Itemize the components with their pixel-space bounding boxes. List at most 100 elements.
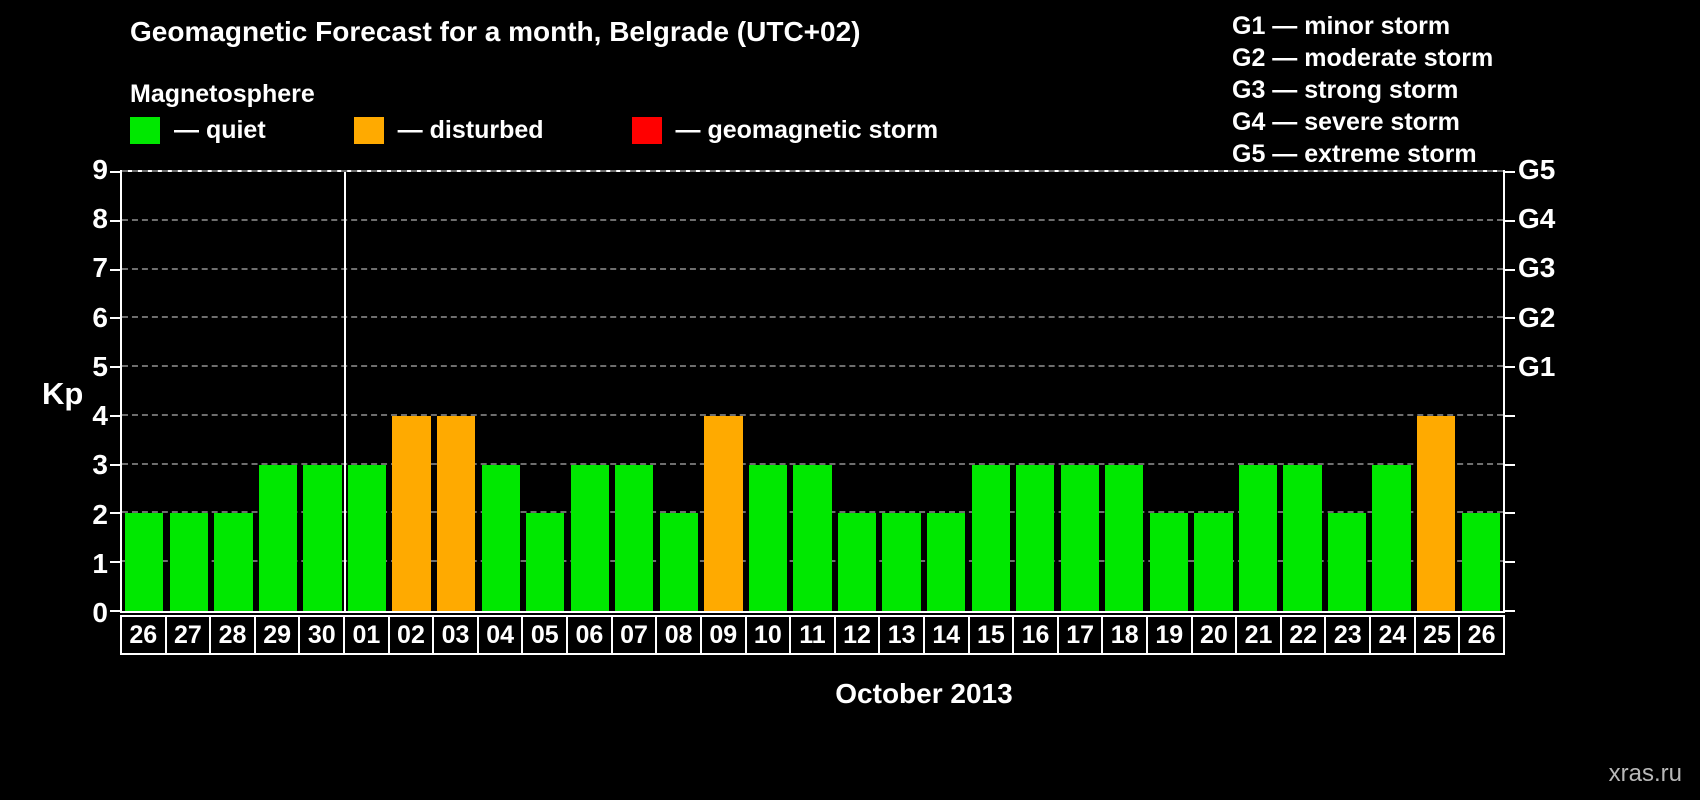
y-tick-label: 5 (92, 350, 108, 382)
day-label-cell: 19 (1146, 615, 1193, 655)
bar-slot-day-05 (523, 172, 568, 611)
axis-tick (110, 366, 120, 369)
legend-item-storm: — geomagnetic storm (631, 116, 938, 145)
gridline-kp-3 (122, 462, 1503, 465)
axis-tick (1505, 366, 1515, 369)
legend-item-disturbed: — disturbed (353, 116, 544, 145)
day-label-cell: 05 (521, 615, 569, 655)
gridline-kp-6 (122, 316, 1503, 319)
axis-tick (110, 317, 120, 320)
kp-bar (1238, 464, 1278, 611)
kp-bar (748, 464, 788, 611)
bar-slot-day-03 (434, 172, 479, 611)
kp-bar (1416, 415, 1456, 611)
day-label-cell: 07 (610, 615, 658, 655)
bar-slot-day-28 (211, 172, 256, 611)
disturbed-label: — disturbed (397, 116, 544, 144)
kp-bar (971, 464, 1010, 611)
day-label-cell: 18 (1101, 615, 1149, 655)
axis-tick (1505, 463, 1515, 466)
axis-tick (1505, 268, 1515, 271)
right-axis-g-labels: G1 G2 G3 G4 G5 (1518, 154, 1578, 613)
plot-area (110, 170, 1515, 613)
bar-slot-day-01 (345, 172, 390, 611)
day-label-cell: 14 (922, 615, 970, 655)
y-tick-label: 9 (92, 154, 108, 185)
kp-bar (481, 464, 520, 611)
kp-bar (659, 513, 698, 611)
day-label-cell: 12 (833, 615, 881, 655)
day-label-cell: 29 (253, 615, 301, 655)
kp-bar (392, 415, 431, 611)
kp-bar (1016, 464, 1055, 611)
g-tick-label: G2 (1518, 301, 1556, 333)
axis-tick (1505, 317, 1515, 320)
axis-tick (110, 171, 120, 173)
bar-slot-day-22 (1280, 172, 1325, 611)
month-separator-line (343, 172, 346, 611)
kp-bar (837, 513, 877, 611)
kp-bar (1372, 464, 1411, 611)
day-label-cell: 26 (1458, 615, 1505, 655)
day-label-cell: 11 (789, 615, 836, 655)
disturbed-color-swatch (353, 117, 384, 144)
kp-bar (1194, 513, 1233, 611)
bar-slot-day-21 (1236, 172, 1281, 611)
x-axis-day-labels: 26 27 28 29 30 01 02 03 04 05 06 07 08 09 10 11 12 13 14 15… (120, 615, 1505, 655)
gridline-kp-5 (122, 365, 1503, 368)
kp-bar (1283, 464, 1322, 611)
axis-tick (1505, 171, 1515, 173)
axis-tick (110, 268, 120, 271)
day-label-cell: 28 (209, 615, 256, 655)
kp-bar (169, 513, 208, 611)
day-label-cell: 08 (655, 615, 702, 655)
axis-tick (1505, 512, 1515, 515)
bar-slot-day-12 (835, 172, 880, 611)
gridline-kp-8 (122, 218, 1503, 221)
day-label-cell: 04 (476, 615, 524, 655)
y-tick-label: 1 (92, 547, 108, 579)
day-label-cell: 26 (120, 615, 167, 655)
g-legend-line: G2 — moderate storm (1232, 44, 1494, 72)
kp-bar (882, 513, 921, 611)
kp-bar (570, 464, 609, 611)
day-label-cell: 09 (699, 615, 747, 655)
bar-slot-day-17 (1057, 172, 1102, 611)
day-label-cell: 15 (967, 615, 1015, 655)
y-tick-label: 7 (92, 252, 108, 284)
bar-slot-day-08 (657, 172, 702, 611)
y-tick-label: 8 (92, 203, 108, 235)
bar-slot-day-30 (300, 172, 345, 611)
bar-slot-day-23 (1325, 172, 1370, 611)
day-label-cell: 02 (387, 615, 435, 655)
g-tick-label: G3 (1518, 252, 1556, 284)
axis-tick (1505, 414, 1515, 417)
bar-slot-day-07 (612, 172, 657, 611)
y-axis-title: Kp (42, 376, 84, 411)
day-label-cell: 25 (1413, 615, 1461, 655)
day-label-cell: 16 (1012, 615, 1059, 655)
kp-bar (1461, 513, 1500, 611)
day-label-cell: 21 (1235, 615, 1282, 655)
kp-bar (704, 415, 743, 611)
g-tick-label: G5 (1518, 154, 1556, 185)
bar-slot-day-04 (478, 172, 523, 611)
y-tick-label: 2 (92, 498, 108, 530)
quiet-label: — quiet (174, 116, 266, 144)
bar-slot-day-16 (1013, 172, 1058, 611)
gridline-kp-9 (122, 170, 1503, 172)
bar-slot-day-20 (1191, 172, 1236, 611)
legend-item-quiet: — quiet (130, 116, 266, 145)
y-axis-tick-labels: 0 1 2 3 4 5 6 7 8 9 (58, 154, 108, 628)
g-legend-line: G5 — extreme storm (1232, 140, 1477, 168)
bar-slot-day-27 (167, 172, 212, 611)
bar-slot-day-26 (122, 172, 167, 611)
axis-tick (1505, 610, 1515, 612)
y-tick-label: 6 (92, 301, 108, 333)
bar-slot-day-24 (1369, 172, 1414, 611)
day-label-cell: 22 (1279, 615, 1327, 655)
gridline-kp-4 (122, 413, 1503, 416)
day-label-cell: 30 (298, 615, 346, 655)
bar-slot-day-02 (389, 172, 434, 611)
